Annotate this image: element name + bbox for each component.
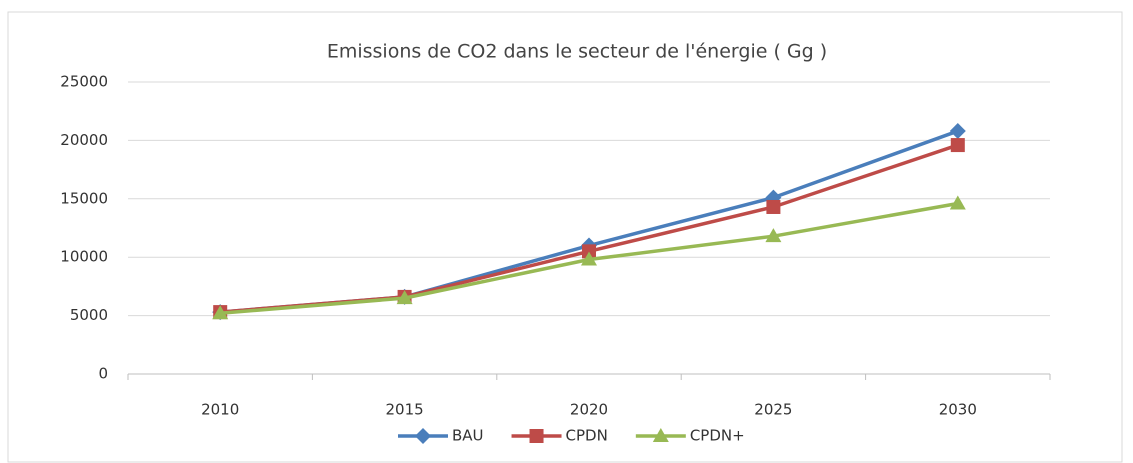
x-tick-label: 2030 <box>939 401 977 419</box>
x-tick-label: 2015 <box>386 401 424 419</box>
chart-title: Emissions de CO2 dans le secteur de l'én… <box>327 41 827 63</box>
x-tick-label: 2010 <box>201 401 239 419</box>
marker <box>949 123 966 140</box>
marker <box>766 199 781 214</box>
x-tick-label: 2020 <box>570 401 608 419</box>
legend-label: CPDN+ <box>690 427 745 445</box>
y-tick-label: 25000 <box>60 73 108 91</box>
legend-marker <box>529 429 544 443</box>
marker <box>950 138 965 153</box>
y-tick-label: 0 <box>98 365 108 383</box>
legend-marker <box>652 428 669 442</box>
y-tick-label: 20000 <box>60 131 108 149</box>
marker <box>396 290 413 305</box>
marker <box>949 195 966 210</box>
legend-label: CPDN <box>566 427 608 445</box>
marker <box>765 228 782 243</box>
y-tick-label: 15000 <box>60 189 108 207</box>
x-tick-label: 2025 <box>754 401 792 419</box>
marker <box>582 244 596 259</box>
y-tick-label: 10000 <box>60 248 108 266</box>
marker <box>212 305 229 320</box>
marker <box>581 251 597 266</box>
chart-border <box>7 11 1123 463</box>
legend-marker <box>415 428 431 444</box>
legend-label: BAU <box>452 427 484 445</box>
y-tick-label: 5000 <box>70 306 108 324</box>
